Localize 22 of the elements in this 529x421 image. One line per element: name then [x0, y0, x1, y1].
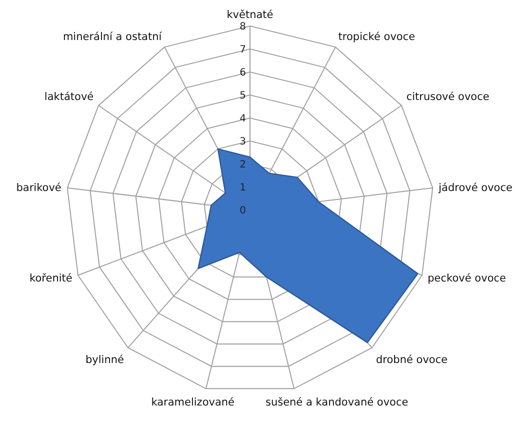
y-tick-label: 7 — [240, 44, 246, 56]
spoke-label: barikové — [16, 182, 62, 194]
spoke-label: kořenité — [30, 272, 72, 284]
spoke-label: tropické ovoce — [338, 30, 416, 43]
y-tick-label: 5 — [240, 90, 246, 102]
y-tick-label: 2 — [240, 160, 246, 170]
y-tick-label: 0 — [240, 206, 246, 216]
spoke-label: sušené a kandované ovoce — [265, 396, 408, 408]
spoke-label: laktátové — [44, 91, 94, 104]
spoke-label: peckové ovoce — [428, 272, 506, 284]
spoke-label: květnaté — [226, 9, 274, 21]
spoke-label: jádrové ovoce — [438, 182, 512, 194]
y-tick-label: 1 — [240, 182, 246, 194]
spoke-label: minerální a ostatní — [62, 30, 163, 43]
spoke-label: drobné ovoce — [376, 354, 448, 366]
y-tick-label: 3 — [240, 136, 246, 148]
y-tick-label: 6 — [240, 68, 246, 78]
spoke-label: citrusové ovoce — [406, 91, 490, 104]
spoke-label: karamelizované — [151, 396, 235, 408]
spoke-label: bylinné — [86, 354, 124, 366]
y-tick-label: 8 — [240, 22, 246, 32]
y-tick-label: 4 — [240, 114, 246, 124]
